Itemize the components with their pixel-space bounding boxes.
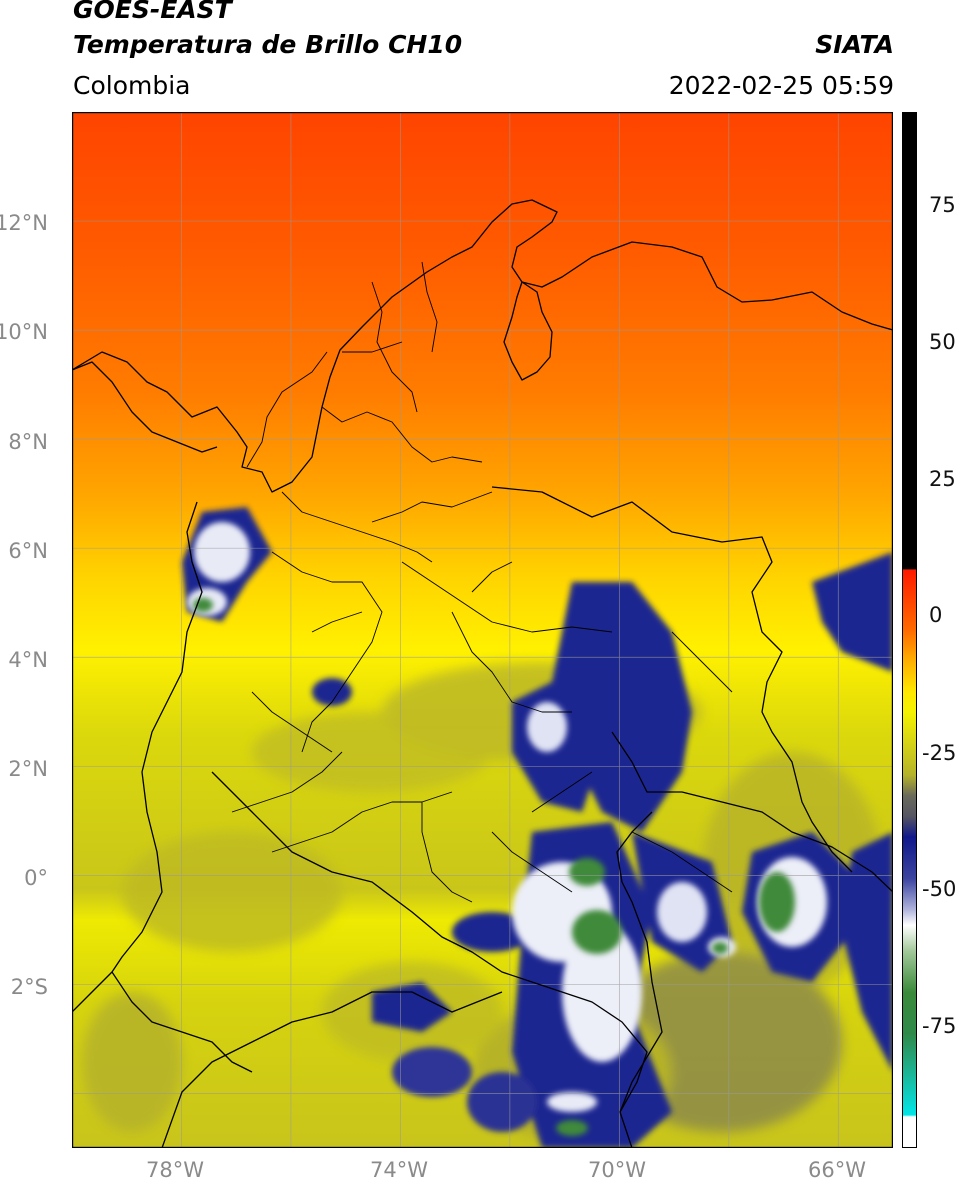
lat-label: 12°N — [0, 211, 48, 235]
lat-label: 2°N — [8, 757, 48, 781]
lat-label: 10°N — [0, 320, 48, 344]
venezuela-border — [611, 731, 893, 893]
colorbar-tick: 0 — [929, 603, 943, 627]
agency-label: SIATA — [815, 30, 894, 59]
product-title: Temperatura de Brillo CH10 — [73, 30, 463, 59]
boundaries — [72, 199, 893, 1148]
region-label: Colombia — [73, 71, 191, 100]
colorbar-tick: 75 — [929, 193, 956, 217]
convective-clouds — [182, 507, 893, 1148]
caribbean-coastline — [72, 199, 893, 493]
colorbar-tick: -50 — [922, 877, 957, 901]
pacific-coastline — [72, 501, 203, 1013]
panama — [72, 361, 218, 453]
lat-label: 4°N — [8, 648, 48, 672]
lon-label: 74°W — [370, 1158, 428, 1182]
department-borders — [231, 261, 733, 903]
colombia-east-border — [491, 486, 853, 873]
lat-label: 6°N — [8, 539, 48, 563]
satellite-title: GOES-EAST — [73, 0, 232, 24]
colorbar-tick: -75 — [922, 1014, 957, 1038]
colorbar-tick: -25 — [922, 741, 957, 765]
colorbar-tick: 25 — [929, 467, 956, 491]
lake-maracaibo — [503, 281, 553, 381]
lat-label: 0° — [24, 866, 48, 890]
ecuador-inner — [111, 971, 253, 1073]
peru-border — [161, 991, 503, 1148]
brazil-border — [616, 811, 663, 1113]
lat-label: 2°S — [10, 975, 48, 999]
lat-label: 8°N — [8, 430, 48, 454]
graticule — [72, 112, 893, 1148]
lon-label: 66°W — [808, 1158, 866, 1182]
datetime-label: 2022-02-25 05:59 — [668, 71, 894, 100]
map-frame — [72, 112, 893, 1148]
brightness-temperature-map — [72, 112, 893, 1148]
lon-label: 70°W — [588, 1158, 646, 1182]
colorbar — [902, 112, 917, 1148]
lon-label: 78°W — [146, 1158, 204, 1182]
colorbar-tick: 50 — [929, 330, 956, 354]
